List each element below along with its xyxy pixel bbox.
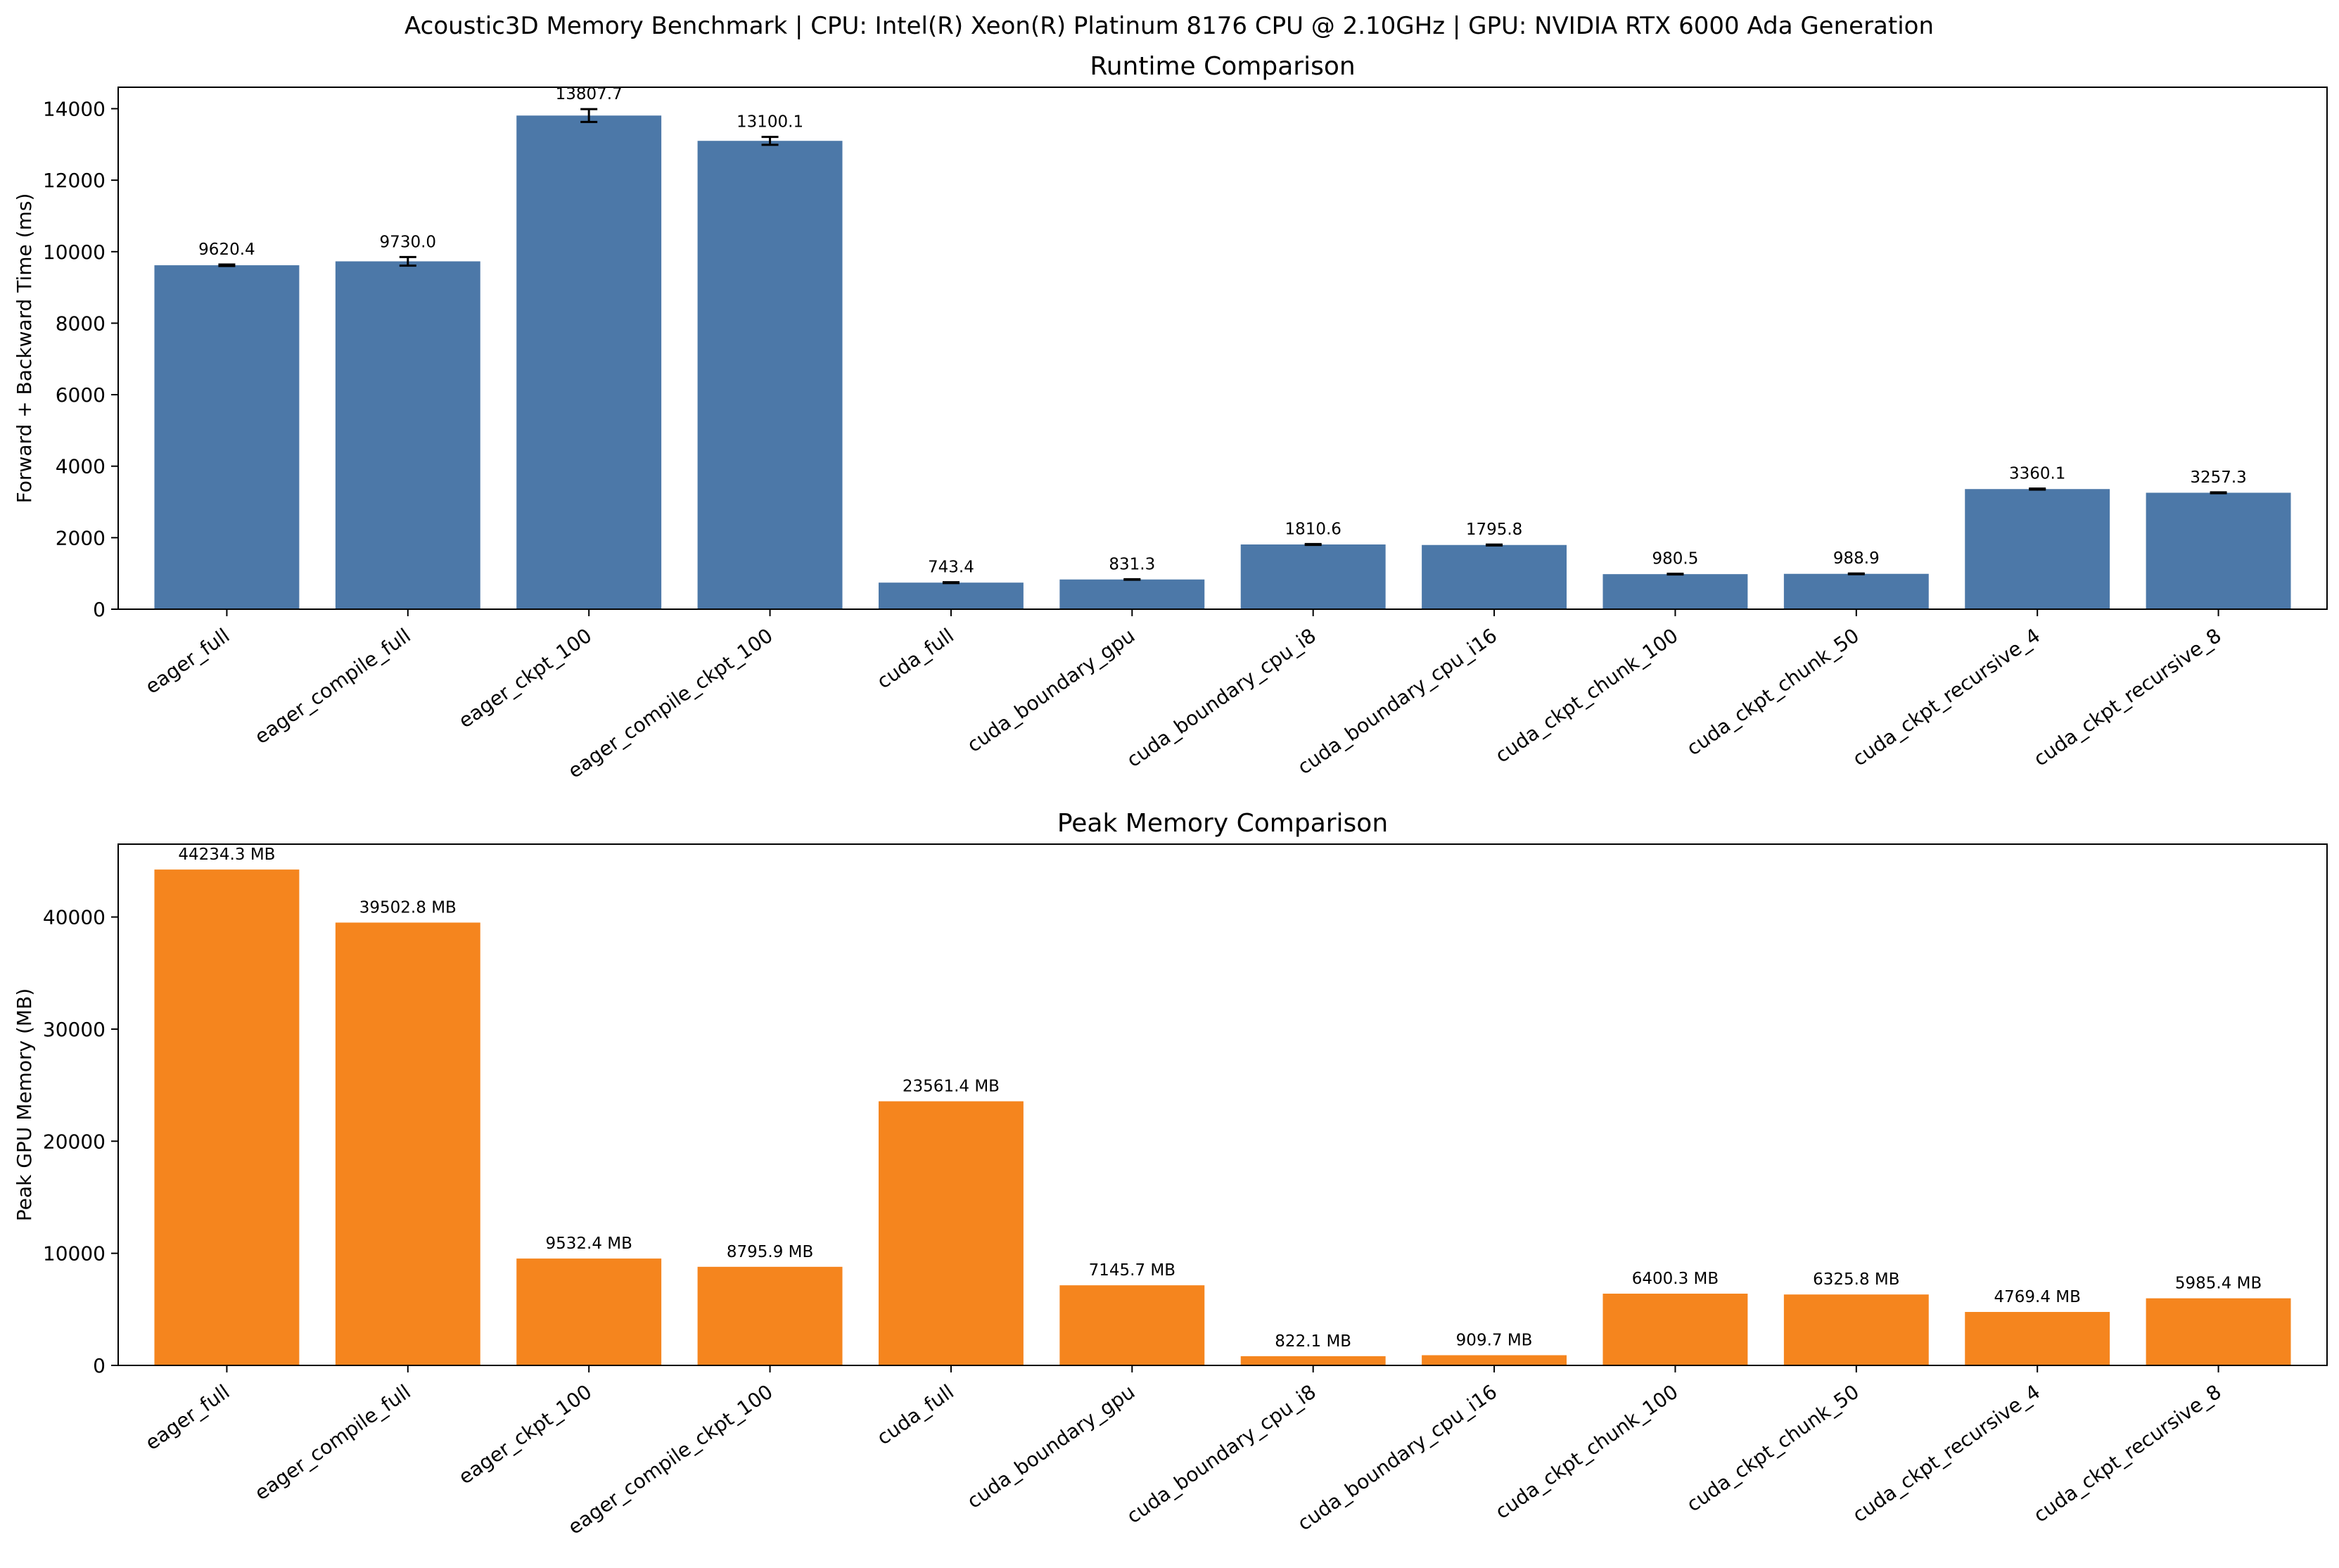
bar-eager_ckpt_100: [516, 1258, 662, 1365]
y-tick-label: 0: [93, 598, 106, 621]
plot-frame: [117, 843, 2328, 1366]
data-label: 831.3: [1109, 555, 1155, 573]
y-tick-label: 30000: [43, 1018, 106, 1041]
x-tick-label: cuda_boundary_gpu: [963, 1380, 1140, 1513]
x-tick-label: eager_full: [141, 1380, 234, 1455]
bar-cuda_ckpt_recursive_4: [1965, 489, 2110, 609]
bar-cuda_boundary_gpu: [1059, 1285, 1205, 1365]
x-tick-label: eager_ckpt_100: [454, 1380, 596, 1489]
bar-cuda_boundary_cpu_i8: [1240, 544, 1386, 609]
x-tick-label: eager_compile_full: [250, 1380, 415, 1505]
memory-chart: Peak Memory Comparison Peak GPU Memory (M…: [13, 809, 2328, 1539]
data-label: 39502.8 MB: [359, 899, 457, 917]
x-tick-label: cuda_ckpt_chunk_50: [1683, 624, 1863, 760]
data-label: 988.9: [1833, 549, 1880, 568]
data-label: 4769.4 MB: [1994, 1288, 2080, 1306]
data-label: 1810.6: [1285, 520, 1341, 538]
bar-cuda_ckpt_chunk_100: [1602, 1294, 1748, 1365]
x-tick-label: eager_full: [141, 624, 234, 699]
x-tick-label: eager_compile_ckpt_100: [563, 624, 777, 783]
bar-eager_compile_ckpt_100: [697, 1266, 843, 1365]
y-axis-label: Forward + Backward Time (ms): [13, 193, 36, 504]
data-label: 9532.4 MB: [545, 1235, 632, 1253]
bar-cuda_ckpt_chunk_50: [1783, 573, 1929, 609]
x-tick-label: cuda_boundary_cpu_i8: [1123, 624, 1320, 772]
bar-cuda_ckpt_recursive_8: [2146, 492, 2291, 609]
x-tick-label: cuda_full: [872, 624, 958, 694]
y-tick-label: 14000: [43, 97, 106, 120]
chart-title: Peak Memory Comparison: [1057, 809, 1388, 838]
x-tick-label: cuda_boundary_cpu_i8: [1123, 1380, 1320, 1529]
bar-eager_full: [154, 869, 300, 1365]
bar-cuda_ckpt_chunk_100: [1602, 574, 1748, 609]
data-label: 6400.3 MB: [1632, 1270, 1719, 1288]
x-tick-label: eager_compile_ckpt_100: [563, 1380, 777, 1539]
y-tick-label: 2000: [56, 526, 106, 549]
x-tick-label: cuda_ckpt_recursive_4: [1848, 624, 2044, 771]
data-label: 13807.7: [556, 85, 623, 103]
x-tick-label: eager_ckpt_100: [454, 624, 596, 733]
y-tick-label: 10000: [43, 1242, 106, 1266]
bar-cuda_ckpt_recursive_8: [2146, 1298, 2291, 1365]
y-axis-label: Peak GPU Memory (MB): [13, 988, 36, 1221]
data-label: 9620.4: [198, 241, 255, 259]
bar-cuda_boundary_cpu_i16: [1422, 544, 1567, 609]
bar-cuda_boundary_cpu_i16: [1422, 1355, 1567, 1365]
bar-eager_full: [154, 265, 300, 609]
data-label: 743.4: [928, 559, 974, 577]
data-label: 7145.7 MB: [1089, 1261, 1175, 1280]
x-tick-label: cuda_ckpt_chunk_100: [1491, 624, 1683, 767]
data-label: 1795.8: [1466, 521, 1522, 539]
data-label: 3257.3: [2190, 469, 2246, 487]
data-label: 8795.9 MB: [727, 1243, 813, 1261]
bar-eager_compile_ckpt_100: [697, 141, 843, 610]
x-tick-label: cuda_boundary_cpu_i16: [1293, 1380, 1501, 1536]
bar-eager_ckpt_100: [516, 115, 662, 609]
x-tick-label: cuda_ckpt_recursive_4: [1848, 1380, 2044, 1527]
bar-cuda_full: [878, 582, 1024, 609]
data-label: 822.1 MB: [1275, 1332, 1351, 1351]
data-label: 6325.8 MB: [1813, 1270, 1899, 1289]
y-tick-label: 8000: [56, 312, 106, 335]
x-tick-label: cuda_full: [872, 1380, 958, 1450]
x-tick-label: cuda_ckpt_chunk_100: [1491, 1380, 1683, 1524]
figure-suptitle: Acoustic3D Memory Benchmark | CPU: Intel…: [404, 12, 1934, 40]
chart-title: Runtime Comparison: [1090, 52, 1355, 81]
data-label: 980.5: [1652, 550, 1699, 568]
y-tick-label: 40000: [43, 906, 106, 929]
data-label: 9730.0: [380, 233, 436, 251]
data-label: 13100.1: [737, 113, 803, 132]
x-tick-label: cuda_boundary_gpu: [963, 624, 1140, 757]
y-tick-label: 4000: [56, 455, 106, 478]
data-label: 3360.1: [2009, 464, 2065, 483]
data-label: 23561.4 MB: [903, 1078, 1000, 1096]
plot-frame: [117, 87, 2328, 610]
x-tick-label: cuda_ckpt_chunk_50: [1683, 1380, 1863, 1517]
bar-cuda_boundary_cpu_i8: [1240, 1356, 1386, 1365]
x-tick-label: cuda_ckpt_recursive_8: [2029, 1380, 2226, 1527]
bar-cuda_ckpt_chunk_50: [1783, 1294, 1929, 1365]
x-tick-label: eager_compile_full: [250, 624, 415, 749]
bar-eager_compile_full: [335, 261, 480, 609]
y-tick-label: 0: [93, 1354, 106, 1377]
y-tick-label: 6000: [56, 383, 106, 407]
data-label: 44234.3 MB: [178, 846, 275, 864]
runtime-chart: Runtime Comparison Forward + Backward Tim…: [13, 52, 2328, 783]
data-label: 5985.4 MB: [2175, 1275, 2262, 1293]
y-tick-label: 12000: [43, 169, 106, 192]
bar-cuda_ckpt_recursive_4: [1965, 1311, 2110, 1365]
x-tick-label: cuda_boundary_cpu_i16: [1293, 624, 1501, 779]
bar-cuda_full: [878, 1101, 1024, 1365]
bar-cuda_boundary_gpu: [1059, 579, 1205, 609]
x-tick-label: cuda_ckpt_recursive_8: [2029, 624, 2226, 771]
data-label: 909.7 MB: [1456, 1332, 1533, 1350]
y-tick-label: 10000: [43, 241, 106, 264]
bar-eager_compile_full: [335, 922, 480, 1365]
y-tick-label: 20000: [43, 1130, 106, 1153]
